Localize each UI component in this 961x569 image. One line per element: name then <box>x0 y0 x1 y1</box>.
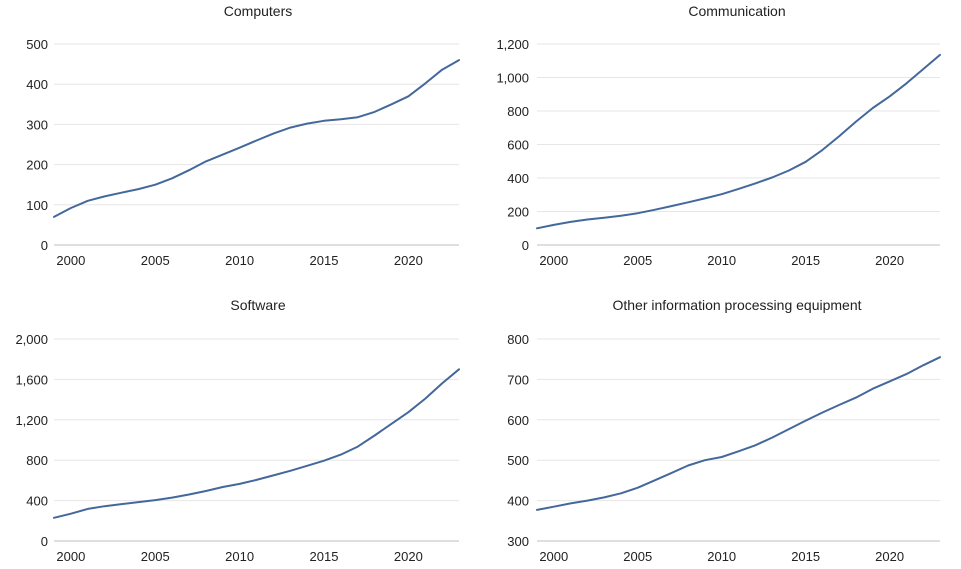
y-tick-label: 700 <box>507 372 529 387</box>
y-tick-label: 600 <box>507 413 529 428</box>
x-tick-label: 2010 <box>707 253 736 268</box>
x-tick-label: 2000 <box>56 253 85 268</box>
series-line <box>53 368 460 519</box>
x-tick-label: 2015 <box>310 549 339 564</box>
chart-title: Computers <box>224 3 292 19</box>
chart-title: Software <box>230 297 285 313</box>
y-tick-label: 200 <box>26 158 48 173</box>
y-tick-label: 500 <box>507 453 529 468</box>
y-tick-label: 400 <box>507 171 529 186</box>
x-tick-label: 2020 <box>394 253 423 268</box>
y-tick-label: 1,200 <box>496 37 529 52</box>
y-tick-label: 400 <box>507 494 529 509</box>
y-tick-label: 400 <box>26 77 48 92</box>
y-tick-label: 300 <box>26 117 48 132</box>
x-tick-label: 2020 <box>394 549 423 564</box>
x-tick-label: 2005 <box>141 253 170 268</box>
y-tick-label: 0 <box>41 238 48 253</box>
x-tick-label: 2005 <box>141 549 170 564</box>
x-tick-label: 2000 <box>539 253 568 268</box>
y-tick-label: 0 <box>522 238 529 253</box>
x-tick-label: 2010 <box>707 549 736 564</box>
y-tick-label: 800 <box>26 453 48 468</box>
y-tick-label: 800 <box>507 104 529 119</box>
x-tick-label: 2015 <box>310 253 339 268</box>
y-tick-label: 500 <box>26 37 48 52</box>
x-tick-label: 2000 <box>56 549 85 564</box>
x-tick-label: 2020 <box>875 549 904 564</box>
x-tick-label: 2010 <box>225 549 254 564</box>
x-tick-label: 2000 <box>539 549 568 564</box>
y-tick-label: 1,200 <box>15 413 48 428</box>
series-line <box>536 356 941 511</box>
chart-title: Communication <box>688 3 785 19</box>
y-tick-label: 600 <box>507 138 529 153</box>
x-tick-label: 2005 <box>623 253 652 268</box>
y-tick-label: 2,000 <box>15 332 48 347</box>
x-tick-label: 2015 <box>791 253 820 268</box>
y-tick-label: 1,600 <box>15 372 48 387</box>
y-tick-label: 1,000 <box>496 71 529 86</box>
y-tick-label: 300 <box>507 534 529 549</box>
series-line <box>53 59 460 218</box>
x-tick-label: 2005 <box>623 549 652 564</box>
y-tick-label: 100 <box>26 198 48 213</box>
chart-title: Other information processing equipment <box>612 297 861 313</box>
x-tick-label: 2010 <box>225 253 254 268</box>
y-tick-label: 400 <box>26 494 48 509</box>
x-tick-label: 2015 <box>791 549 820 564</box>
y-tick-label: 0 <box>41 534 48 549</box>
y-tick-label: 200 <box>507 205 529 220</box>
x-tick-label: 2020 <box>875 253 904 268</box>
y-tick-label: 800 <box>507 332 529 347</box>
series-line <box>536 53 941 230</box>
